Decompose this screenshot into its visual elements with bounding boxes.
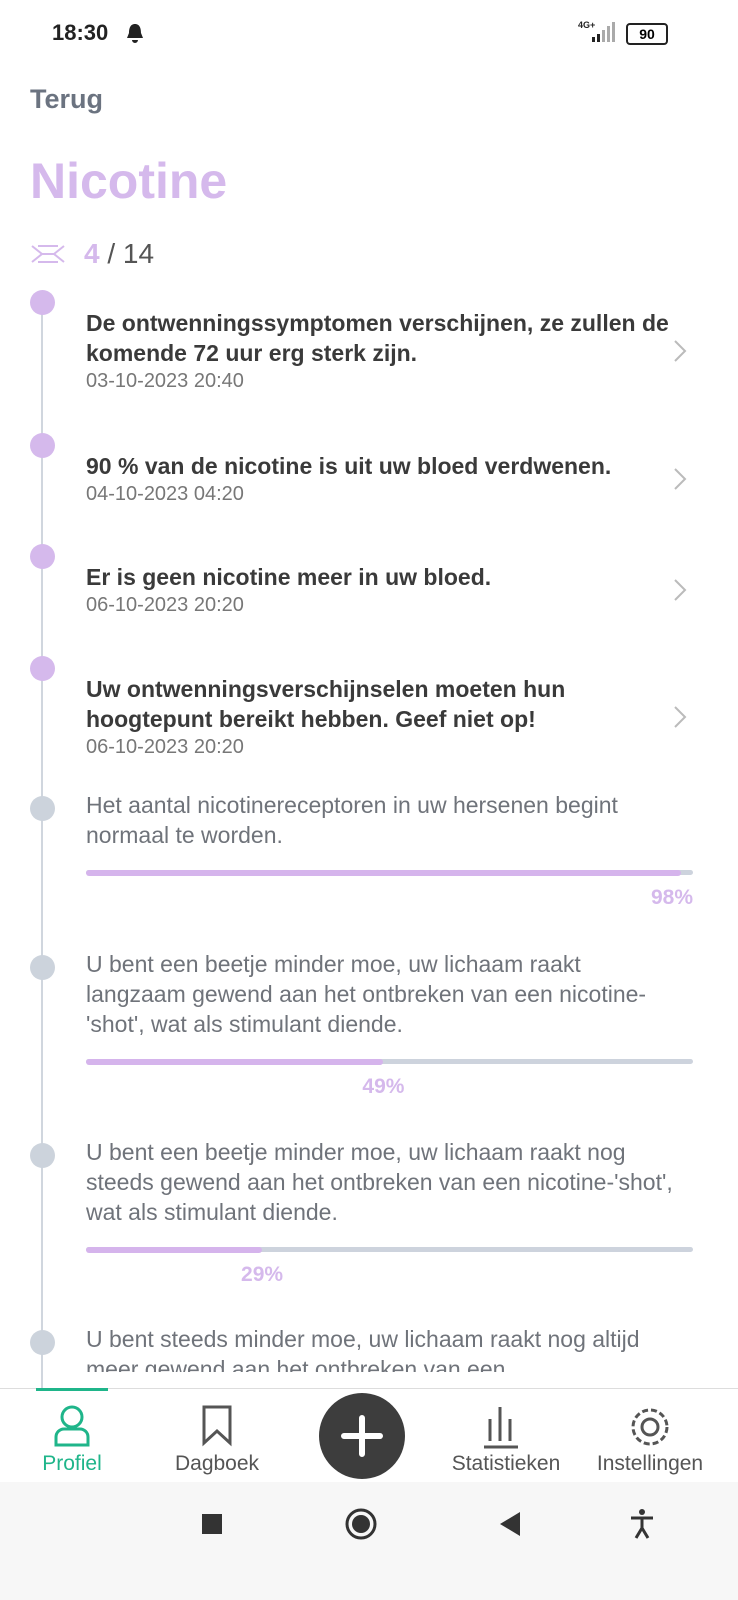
chevron[interactable]	[672, 578, 688, 602]
nav-statistieken[interactable]: Statistieken	[451, 1452, 561, 1475]
chevron[interactable]	[672, 339, 688, 363]
page-title: Nicotine	[30, 153, 228, 209]
battery: 90	[626, 23, 668, 45]
step-date: 03-10-2023 20:40	[86, 370, 244, 392]
step-text: U bent een beetje minder moe, uw lichaam…	[86, 1139, 673, 1225]
timeline-line	[41, 300, 43, 1390]
timeline-dot	[30, 1330, 55, 1355]
add-button[interactable]	[318, 1392, 406, 1480]
system-nav-icons	[202, 1508, 653, 1540]
step-date: 06-10-2023 20:20	[86, 594, 244, 616]
progress-track	[86, 1247, 693, 1252]
back-button[interactable]: Terug	[30, 84, 103, 114]
nav-icons	[54, 1405, 669, 1449]
progress-fill	[86, 870, 681, 876]
step-title[interactable]: Uw ontwenningsverschijnselen moeten hun …	[86, 676, 566, 732]
progress-count: 4 / 14	[84, 238, 154, 270]
step-title[interactable]: 90 % van de nicotine is uit uw bloed ver…	[86, 453, 612, 479]
timeline-dot	[30, 796, 55, 821]
step-date: 06-10-2023 20:20	[86, 736, 244, 758]
progress-label: 29%	[241, 1263, 284, 1286]
progress-separator: /	[107, 238, 116, 269]
bell-icon	[127, 24, 143, 43]
step-title[interactable]: De ontwenningssymptomen verschijnen, ze …	[86, 310, 669, 366]
timeline-dot	[30, 544, 55, 569]
step-text: U bent een beetje minder moe, uw lichaam…	[86, 951, 647, 1037]
time: 18:30	[52, 20, 109, 45]
chevron[interactable]	[672, 705, 688, 729]
timeline-dot	[30, 433, 55, 458]
progress-fill	[86, 1059, 384, 1065]
progress-label: 98%	[651, 886, 694, 909]
step-title[interactable]: Er is geen nicotine meer in uw bloed.	[86, 564, 492, 590]
timeline-dot	[30, 656, 55, 681]
network: 4G+	[578, 20, 596, 30]
progress-current: 4	[84, 238, 100, 269]
timeline-dot	[30, 955, 55, 980]
step-date: 04-10-2023 04:20	[86, 483, 244, 505]
timeline-dot	[30, 290, 55, 315]
step-text: Het aantal nicotinereceptoren in uw hers…	[86, 792, 618, 848]
step-text: U bent steeds minder moe, uw lichaam raa…	[86, 1326, 640, 1372]
nav-profiel[interactable]: Profiel	[42, 1452, 102, 1475]
progress-label: 49%	[362, 1075, 405, 1098]
molecule-icon	[31, 245, 65, 263]
progress-total: 14	[122, 238, 155, 269]
chevron[interactable]	[672, 467, 688, 491]
nav-indicator	[36, 1388, 108, 1391]
progress-fill	[86, 1247, 263, 1253]
progress-track	[86, 1059, 693, 1064]
system-nav	[0, 1482, 738, 1600]
timeline-dot	[30, 1143, 55, 1168]
signal-icon	[592, 22, 615, 42]
nav-instellingen[interactable]: Instellingen	[596, 1452, 704, 1475]
nav-dagboek[interactable]: Dagboek	[174, 1452, 260, 1475]
